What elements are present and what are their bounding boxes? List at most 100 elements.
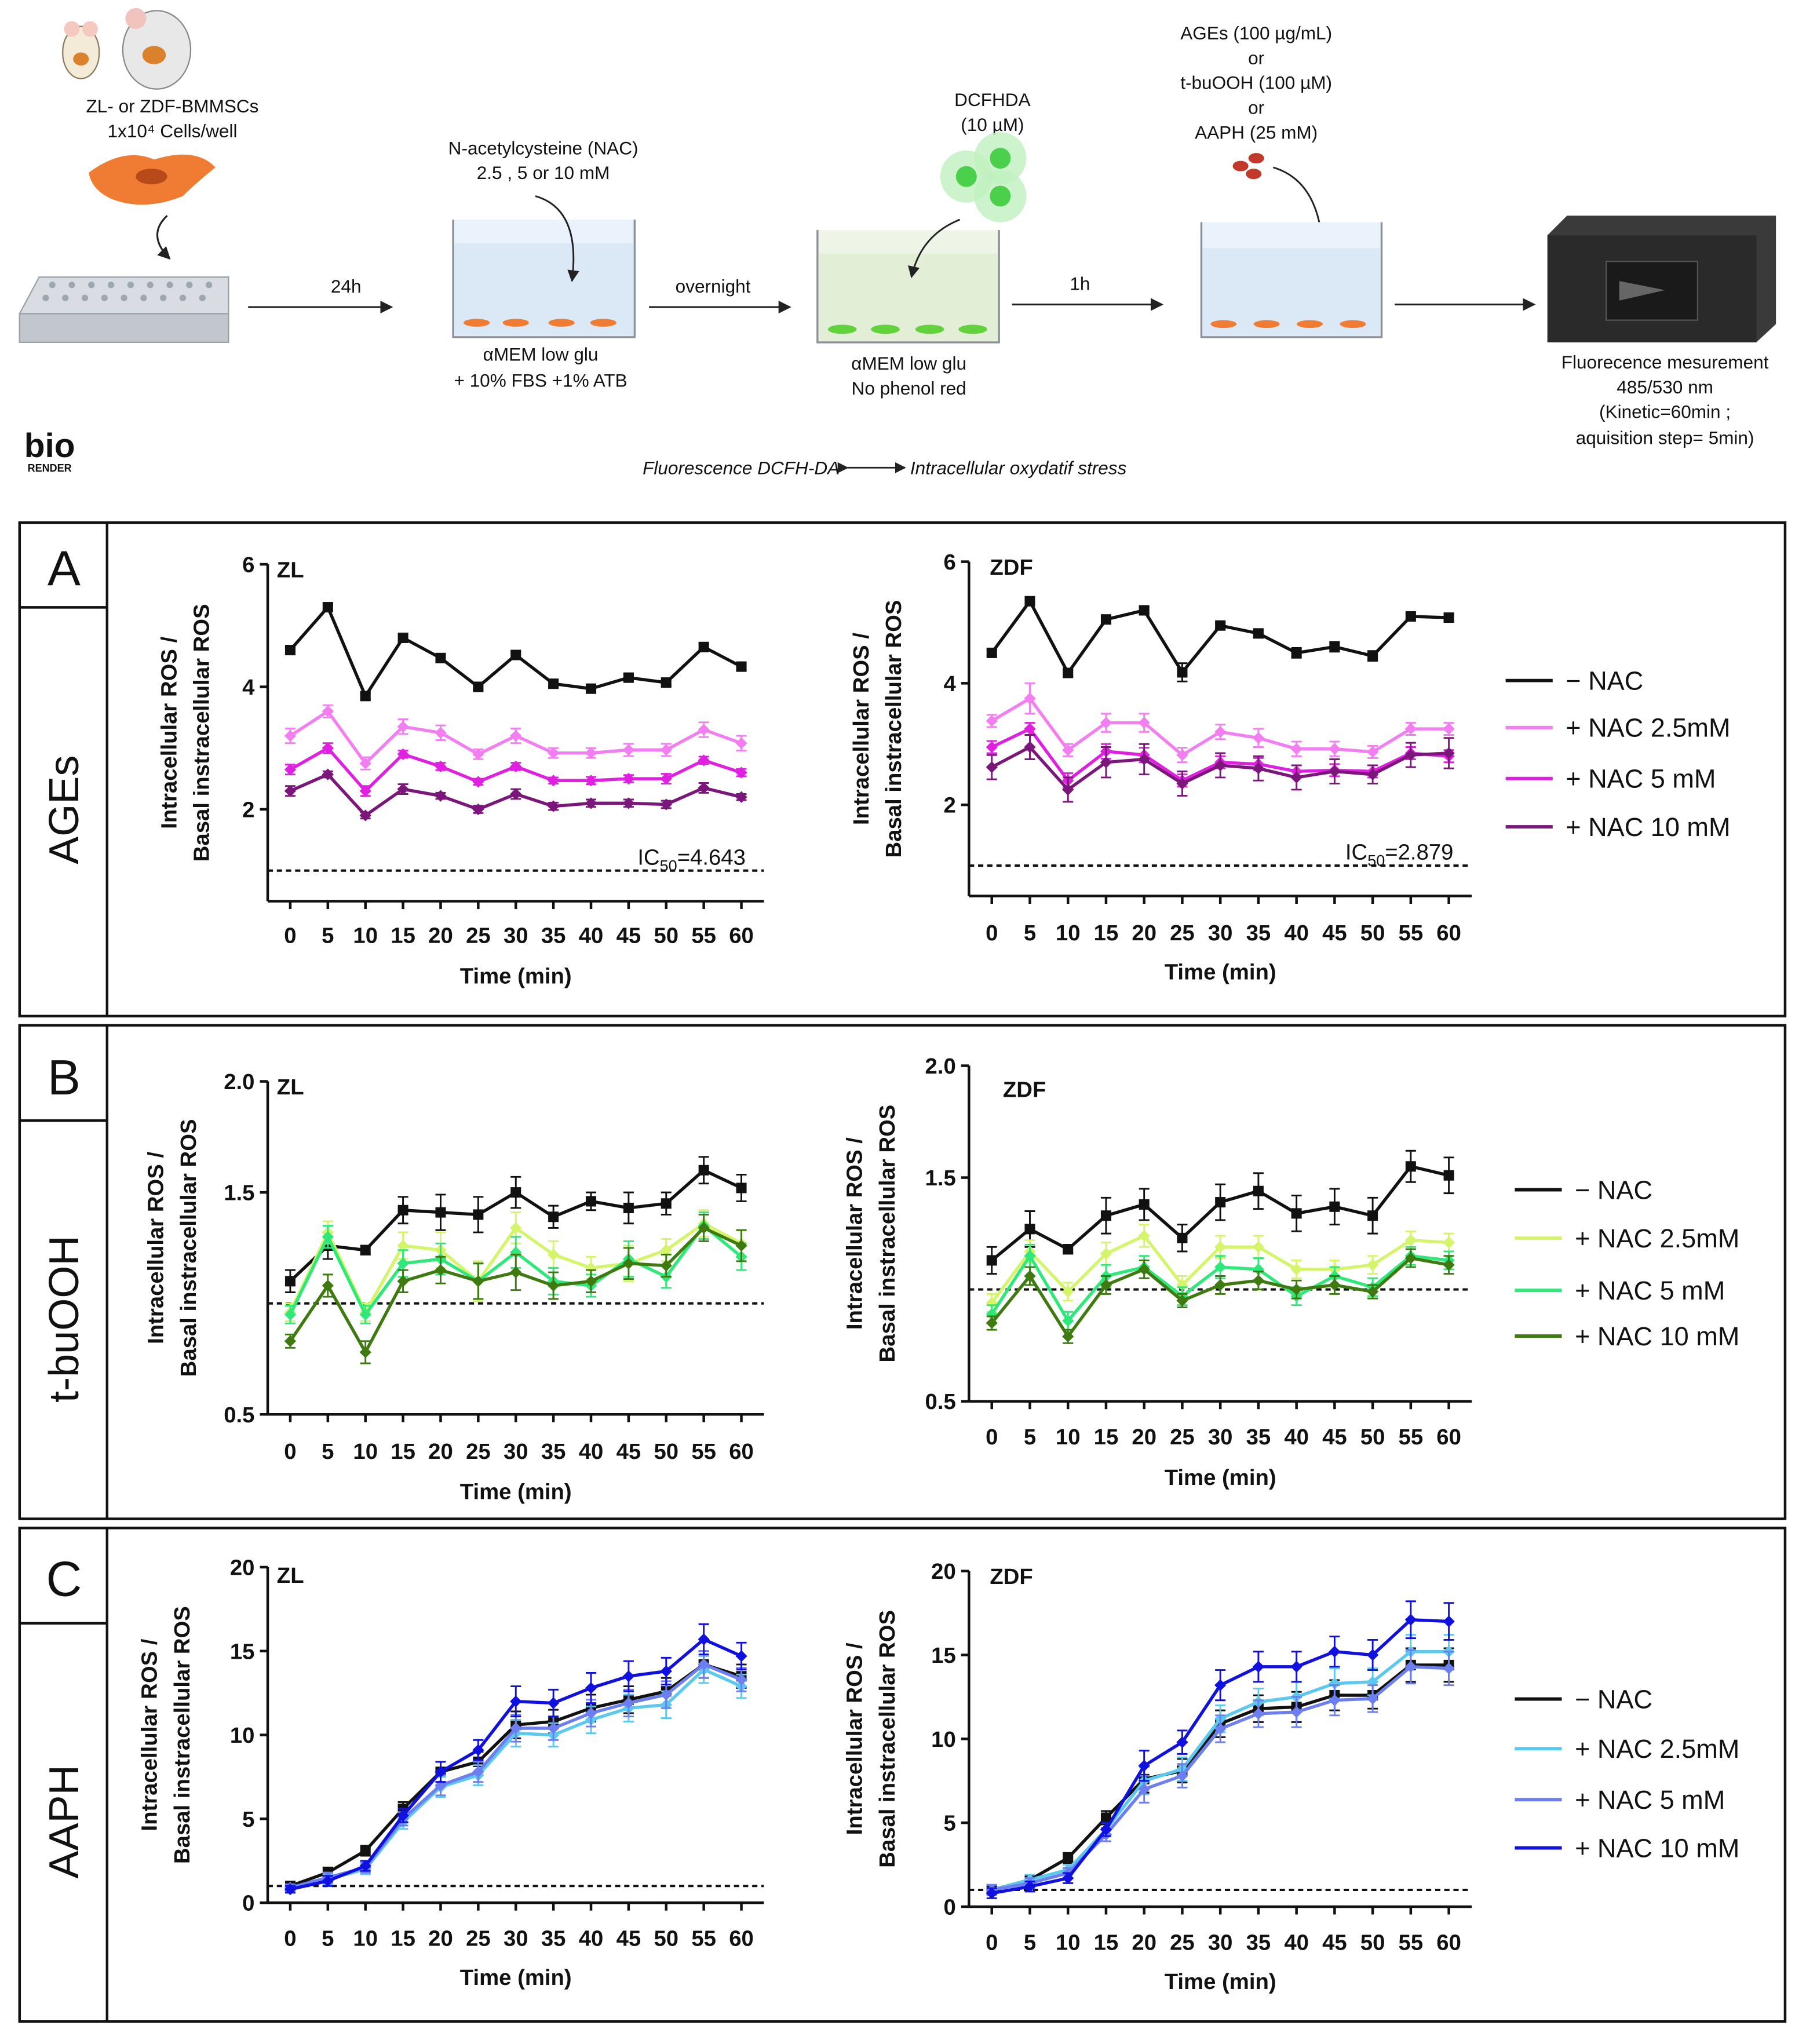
data-marker <box>1252 1660 1265 1673</box>
series-line <box>290 1637 742 1891</box>
chart: 0 5 10 15 20 0 5 10 15 20 25 30 35 40 45 50 55 60 ZL Time (… <box>137 1555 764 1990</box>
data-marker <box>1366 1286 1379 1298</box>
data-marker <box>1329 743 1341 755</box>
x-axis-title: Time (min) <box>460 964 572 989</box>
y-axis-title: Intracellular ROS / <box>849 633 874 825</box>
stressor-text: t-buOOH (100 µM) <box>1180 72 1332 93</box>
annotation-part: IC <box>637 845 659 870</box>
data-marker <box>1062 783 1074 796</box>
data-marker <box>1024 1881 1036 1893</box>
data-marker <box>1366 1649 1379 1661</box>
series <box>284 1623 747 1896</box>
data-marker <box>1404 1234 1417 1246</box>
data-marker <box>322 602 333 613</box>
data-marker <box>1443 722 1455 735</box>
series <box>986 734 1455 803</box>
data-marker <box>1138 717 1150 729</box>
data-marker <box>1063 1244 1074 1255</box>
data-marker <box>397 1204 408 1216</box>
data-marker <box>510 649 521 660</box>
data-marker <box>435 790 447 802</box>
chart: 0.5 1.5 2.0 0 5 10 15 20 25 30 35 40 45 50 55 60 ZDF Time… <box>842 1054 1740 1490</box>
legend: − NAC + NAC 2.5mM + NAC 5 mM + NAC 10 mM <box>1515 1684 1739 1863</box>
data-marker <box>435 1264 447 1276</box>
data-marker <box>435 760 447 773</box>
data-marker <box>1100 1210 1111 1221</box>
data-marker <box>1024 1270 1036 1282</box>
data-marker <box>397 1257 409 1269</box>
data-marker <box>698 724 710 736</box>
cell-nucleus <box>136 169 167 185</box>
x-tick-label: 50 <box>654 1926 678 1951</box>
x-tick-label: 40 <box>579 1926 604 1951</box>
data-marker <box>698 782 710 794</box>
data-marker <box>473 681 484 692</box>
x-tick-label: 35 <box>541 1926 566 1951</box>
chart-title: ZDF <box>990 1564 1032 1589</box>
legend-label: − NAC <box>1566 666 1643 695</box>
data-marker <box>1252 1241 1265 1253</box>
data-marker <box>1063 667 1074 678</box>
legend-label: + NAC 10 mM <box>1575 1322 1739 1351</box>
x-tick-label: 0 <box>284 1439 296 1464</box>
data-marker <box>660 798 672 811</box>
data-marker <box>1404 749 1417 761</box>
data-marker <box>284 785 297 797</box>
data-marker <box>1443 1259 1455 1271</box>
arrow <box>156 215 171 260</box>
x-tick-label: 15 <box>391 924 415 948</box>
x-tick-label: 25 <box>466 1926 491 1951</box>
data-marker <box>1177 1232 1188 1243</box>
annotation: IC50=2.879 <box>1345 840 1454 869</box>
x-tick-label: 35 <box>1246 1930 1271 1955</box>
data-marker <box>1214 1279 1227 1291</box>
x-tick-label: 10 <box>1056 1930 1081 1955</box>
data-marker <box>1214 1722 1227 1735</box>
data-marker <box>1062 744 1074 756</box>
x-tick-label: 45 <box>1322 921 1347 946</box>
data-marker <box>322 1231 334 1243</box>
x-axis-title: Time (min) <box>460 1480 572 1505</box>
series-line <box>990 598 1449 676</box>
data-marker <box>986 761 998 773</box>
x-tick-label: 55 <box>1399 921 1424 946</box>
y-axis-title: Basal instracellular ROS <box>875 1610 900 1868</box>
data-marker <box>1062 1286 1074 1298</box>
data-marker <box>623 672 634 683</box>
data-marker <box>735 791 747 803</box>
culture-well <box>452 220 636 338</box>
data-marker <box>986 741 998 753</box>
data-marker <box>360 691 371 702</box>
medium-text: αMEM low glu <box>483 344 599 364</box>
data-marker <box>1404 1614 1417 1626</box>
data-marker <box>1252 1275 1265 1287</box>
x-tick-label: 35 <box>1246 921 1271 946</box>
chart-title: ZDF <box>1003 1078 1046 1103</box>
data-marker <box>660 1665 672 1677</box>
data-marker <box>1214 759 1227 772</box>
y-tick-label: 6 <box>943 550 955 575</box>
relation-text: Intracellular oxydatif stress <box>910 458 1127 479</box>
probe-text: DCFHDA <box>954 89 1030 110</box>
x-tick-label: 10 <box>353 924 378 948</box>
data-marker <box>322 768 334 780</box>
readout-text: Fluorecence mesurement <box>1561 352 1769 373</box>
data-marker <box>1443 612 1454 623</box>
x-tick-label: 15 <box>1094 921 1119 946</box>
data-marker <box>548 1211 559 1222</box>
panel-letter: C <box>46 1552 82 1607</box>
readout-text: (Kinetic=60min ; <box>1599 402 1731 422</box>
data-marker <box>1024 741 1036 753</box>
data-marker <box>1100 614 1111 625</box>
y-tick-label: 2.0 <box>925 1054 956 1079</box>
y-tick-label: 20 <box>931 1559 956 1584</box>
data-marker <box>397 632 408 643</box>
logo-text: bio <box>24 427 75 465</box>
data-marker <box>1138 753 1150 765</box>
data-marker <box>1443 1615 1455 1627</box>
x-tick-label: 60 <box>729 924 754 948</box>
data-marker <box>735 1650 747 1662</box>
medium-text: No phenol red <box>852 378 966 399</box>
data-marker <box>698 754 710 767</box>
